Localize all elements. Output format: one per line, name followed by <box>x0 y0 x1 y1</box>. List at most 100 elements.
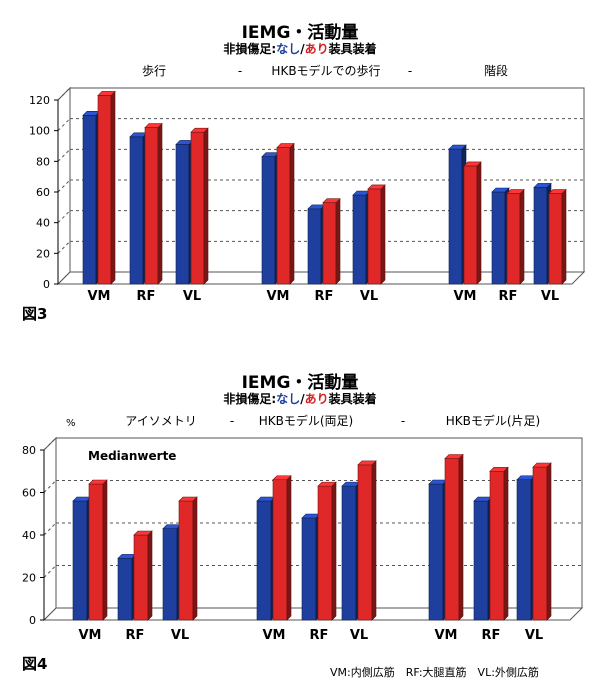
bar-none-vm <box>261 152 280 285</box>
bar-side <box>458 453 464 621</box>
group-header-label: HKBモデルでの歩行 <box>271 63 380 78</box>
bar-front <box>261 156 276 285</box>
bar-top <box>357 460 377 466</box>
bar-side <box>561 188 567 285</box>
bar-front <box>533 187 548 285</box>
bar-with-vl <box>548 188 567 285</box>
category-label: RF <box>315 289 334 304</box>
bar-with-vm <box>272 475 292 621</box>
bar-none-vl <box>341 481 361 621</box>
bar-front <box>272 479 288 621</box>
bar-with-rf <box>133 530 153 621</box>
grid-line-side <box>57 87 71 101</box>
group-header-label: - <box>238 64 242 78</box>
bar-side <box>380 184 386 285</box>
bar-side <box>335 198 341 285</box>
bar-side <box>102 479 108 621</box>
bar-front <box>532 466 548 621</box>
bar-front <box>301 517 317 621</box>
category-label: RF <box>499 289 518 304</box>
bar-front <box>322 202 337 285</box>
bar-front <box>357 464 373 621</box>
category-label: VL <box>350 628 368 643</box>
bar-top <box>317 481 337 487</box>
category-label: VL <box>171 628 189 643</box>
bar-none-rf <box>301 513 321 621</box>
bar-none-vm <box>82 110 101 285</box>
bar-side <box>371 460 377 621</box>
bar-side <box>203 127 209 285</box>
group-header-label: 歩行 <box>142 63 166 78</box>
y-tick-label: 80 <box>36 155 50 168</box>
bar-none-rf <box>117 553 137 621</box>
group-header-label: アイソメトリ <box>125 414 196 428</box>
bar-top <box>144 123 163 128</box>
category-label: VM <box>88 289 111 304</box>
category-label: VM <box>79 628 102 643</box>
bar-side <box>147 530 153 621</box>
group-header-label: HKBモデル(両足) <box>259 413 354 428</box>
bar-none-vl <box>175 139 194 285</box>
bar-with-vm <box>276 142 295 285</box>
muscle-legend: VM:内側広筋 RF:大腿直筋 VL:外側広筋 <box>330 666 539 679</box>
figure-3-label: 図3 <box>22 305 48 323</box>
bar-front <box>428 483 444 621</box>
bar-front <box>506 193 521 285</box>
chart1-subtitle: 非損傷足:なし/あり装具装着 <box>223 42 377 56</box>
bar-front <box>367 188 382 285</box>
bar-side <box>519 188 525 285</box>
bar-none-vm <box>72 496 92 621</box>
bar-with-rf <box>144 122 163 285</box>
bar-side <box>192 496 198 621</box>
bar-top <box>272 475 292 481</box>
y-tick-label: 120 <box>29 94 50 107</box>
category-label: VM <box>267 289 290 304</box>
bar-with-rf <box>322 198 341 285</box>
bar-top <box>463 161 482 167</box>
bar-with-rf <box>506 188 525 285</box>
bar-front <box>473 500 489 621</box>
bar-none-rf <box>473 496 493 621</box>
y-tick-label: 60 <box>36 186 50 199</box>
bar-none-rf <box>307 204 326 285</box>
bar-none-rf <box>491 187 510 285</box>
category-label: VM <box>435 628 458 643</box>
category-label: RF <box>137 289 156 304</box>
bar-front <box>276 147 291 285</box>
bar-front <box>444 458 460 621</box>
bar-front <box>352 194 367 285</box>
y-unit-label: % <box>66 418 76 429</box>
bar-top <box>548 189 567 194</box>
chart1-plot: 0 20 40 60 80 100 120 歩行 - HKBモデルでの歩行 - 階段 VM RF VL VM R… <box>29 63 586 304</box>
chart2-subtitle: 非損傷足:なし/あり装具装着 <box>223 392 377 406</box>
bar-top <box>178 496 198 502</box>
chart-annotation: Medianwerte <box>88 449 176 463</box>
category-label: VL <box>360 289 378 304</box>
bar-front <box>516 479 532 621</box>
bar-front <box>144 127 159 285</box>
chart2-plot: 0 20 40 60 80 アイソメトリ - HKBモデル(両足) - HKBモデル(片足)% Me… <box>22 413 584 643</box>
bar-side <box>157 122 163 285</box>
grid-line-side <box>57 118 71 132</box>
grid-line-side <box>43 437 57 451</box>
y-tick-label: 100 <box>29 125 50 138</box>
bar-side <box>286 475 292 621</box>
bar-front <box>448 148 463 285</box>
category-label: VM <box>263 628 286 643</box>
bar-top <box>133 530 153 536</box>
bar-none-vl <box>352 190 371 285</box>
bar-side <box>476 161 482 285</box>
bar-front <box>129 136 144 285</box>
bar-front <box>117 558 133 621</box>
grid-line-side <box>57 240 71 254</box>
bar-front <box>307 208 322 285</box>
bar-none-rf <box>129 132 148 285</box>
category-label: RF <box>482 628 501 643</box>
bar-top <box>489 466 509 472</box>
bar-none-vl <box>162 523 182 621</box>
y-tick-label: 0 <box>43 278 50 291</box>
grid-line-side <box>43 522 57 536</box>
bar-front <box>175 144 190 285</box>
category-label: VM <box>454 289 477 304</box>
bar-with-vl <box>367 184 386 285</box>
